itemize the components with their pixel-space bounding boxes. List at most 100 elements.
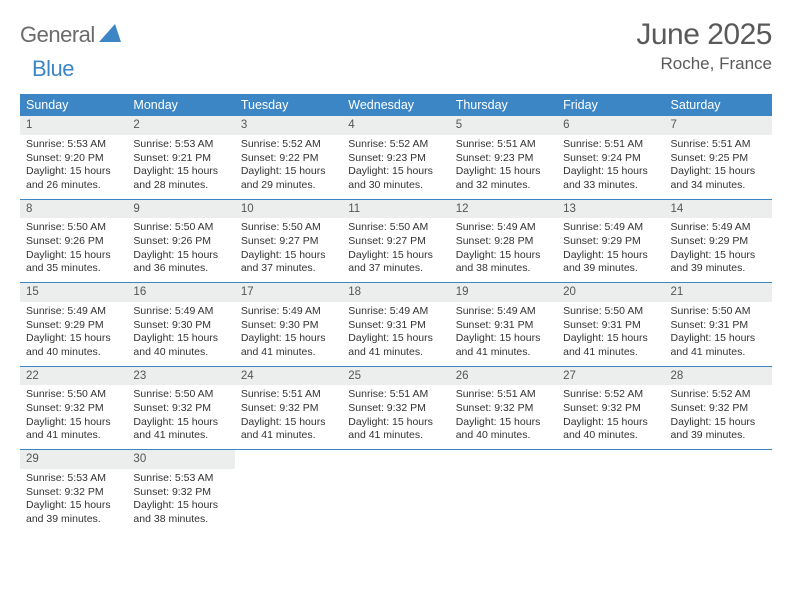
day-info-line: Daylight: 15 hours (241, 165, 336, 179)
day-info-line: Sunrise: 5:50 AM (671, 305, 766, 319)
day-info-line: Sunset: 9:31 PM (671, 319, 766, 333)
day-info-line: and 38 minutes. (456, 262, 551, 276)
calendar-day-cell: 20Sunrise: 5:50 AMSunset: 9:31 PMDayligh… (557, 283, 664, 367)
day-header: Sunday (20, 94, 127, 116)
day-info-line: Sunrise: 5:52 AM (348, 138, 443, 152)
day-info-line: Sunset: 9:29 PM (563, 235, 658, 249)
day-info-line: Sunrise: 5:50 AM (563, 305, 658, 319)
day-header: Saturday (665, 94, 772, 116)
day-info: Sunrise: 5:49 AMSunset: 9:30 PMDaylight:… (127, 302, 234, 366)
day-info-line: Sunset: 9:25 PM (671, 152, 766, 166)
day-info-line: Sunrise: 5:51 AM (241, 388, 336, 402)
day-info-line: Sunset: 9:20 PM (26, 152, 121, 166)
day-info-line: Sunset: 9:32 PM (456, 402, 551, 416)
day-info-line: Sunrise: 5:49 AM (671, 221, 766, 235)
day-info-line: and 41 minutes. (26, 429, 121, 443)
calendar-day-cell: 26Sunrise: 5:51 AMSunset: 9:32 PMDayligh… (450, 366, 557, 450)
day-info: Sunrise: 5:51 AMSunset: 9:32 PMDaylight:… (450, 385, 557, 449)
day-info-line: Sunset: 9:31 PM (348, 319, 443, 333)
calendar-week-row: 1Sunrise: 5:53 AMSunset: 9:20 PMDaylight… (20, 116, 772, 199)
day-info-line: and 34 minutes. (671, 179, 766, 193)
day-number: 28 (665, 367, 772, 386)
day-number: 26 (450, 367, 557, 386)
day-number: 5 (450, 116, 557, 135)
day-number: 23 (127, 367, 234, 386)
day-info-line: Daylight: 15 hours (133, 499, 228, 513)
day-info-line: and 41 minutes. (348, 429, 443, 443)
day-info-line: and 39 minutes. (671, 429, 766, 443)
day-info-line: Daylight: 15 hours (348, 416, 443, 430)
logo: General (20, 18, 125, 48)
day-number: 18 (342, 283, 449, 302)
day-info-line: Sunrise: 5:51 AM (671, 138, 766, 152)
day-info: Sunrise: 5:49 AMSunset: 9:29 PMDaylight:… (20, 302, 127, 366)
day-info-line: and 36 minutes. (133, 262, 228, 276)
day-info-line: Daylight: 15 hours (563, 332, 658, 346)
day-header: Tuesday (235, 94, 342, 116)
day-info-line: Daylight: 15 hours (563, 249, 658, 263)
calendar-day-cell: 14Sunrise: 5:49 AMSunset: 9:29 PMDayligh… (665, 199, 772, 283)
day-info-line: Daylight: 15 hours (133, 249, 228, 263)
calendar-table: Sunday Monday Tuesday Wednesday Thursday… (20, 94, 772, 533)
day-info-line: and 32 minutes. (456, 179, 551, 193)
day-info-line: and 41 minutes. (671, 346, 766, 360)
location-label: Roche, France (636, 54, 772, 74)
day-number: 21 (665, 283, 772, 302)
logo-text-2: Blue (20, 56, 74, 81)
day-info-line: Daylight: 15 hours (456, 332, 551, 346)
calendar-week-row: 15Sunrise: 5:49 AMSunset: 9:29 PMDayligh… (20, 283, 772, 367)
day-info-line: Sunset: 9:31 PM (456, 319, 551, 333)
day-info: Sunrise: 5:53 AMSunset: 9:20 PMDaylight:… (20, 135, 127, 199)
day-info-line: Sunset: 9:30 PM (133, 319, 228, 333)
day-info-line: Sunrise: 5:51 AM (456, 388, 551, 402)
day-number: 22 (20, 367, 127, 386)
day-info-line: Daylight: 15 hours (241, 332, 336, 346)
day-info-line: Sunset: 9:32 PM (26, 402, 121, 416)
day-info: Sunrise: 5:53 AMSunset: 9:21 PMDaylight:… (127, 135, 234, 199)
day-info-line: and 40 minutes. (133, 346, 228, 360)
calendar-week-row: 22Sunrise: 5:50 AMSunset: 9:32 PMDayligh… (20, 366, 772, 450)
day-number: 6 (557, 116, 664, 135)
day-info-line: Daylight: 15 hours (671, 165, 766, 179)
calendar-day-cell: 6Sunrise: 5:51 AMSunset: 9:24 PMDaylight… (557, 116, 664, 199)
calendar-day-cell: 29Sunrise: 5:53 AMSunset: 9:32 PMDayligh… (20, 450, 127, 533)
day-number: 12 (450, 200, 557, 219)
day-number: 19 (450, 283, 557, 302)
day-info-line: Sunrise: 5:51 AM (348, 388, 443, 402)
day-info-line: and 28 minutes. (133, 179, 228, 193)
day-info: Sunrise: 5:50 AMSunset: 9:26 PMDaylight:… (127, 218, 234, 282)
day-info-line: Daylight: 15 hours (26, 416, 121, 430)
calendar-day-cell: 8Sunrise: 5:50 AMSunset: 9:26 PMDaylight… (20, 199, 127, 283)
day-header: Monday (127, 94, 234, 116)
day-info-line: Sunset: 9:21 PM (133, 152, 228, 166)
day-info-line: Sunrise: 5:52 AM (671, 388, 766, 402)
day-info-line: Sunset: 9:32 PM (133, 486, 228, 500)
day-info-line: Sunset: 9:24 PM (563, 152, 658, 166)
calendar-day-cell: 24Sunrise: 5:51 AMSunset: 9:32 PMDayligh… (235, 366, 342, 450)
day-info-line: Daylight: 15 hours (456, 165, 551, 179)
day-number: 10 (235, 200, 342, 219)
day-info-line: and 41 minutes. (456, 346, 551, 360)
day-info-line: Sunset: 9:32 PM (26, 486, 121, 500)
day-info-line: Sunset: 9:29 PM (26, 319, 121, 333)
day-info-line: Sunrise: 5:50 AM (133, 221, 228, 235)
day-number: 7 (665, 116, 772, 135)
day-info-line: and 41 minutes. (241, 429, 336, 443)
day-info-line: Daylight: 15 hours (133, 165, 228, 179)
day-info-line: Sunrise: 5:49 AM (456, 305, 551, 319)
day-number: 25 (342, 367, 449, 386)
day-info: Sunrise: 5:52 AMSunset: 9:22 PMDaylight:… (235, 135, 342, 199)
calendar-day-cell: 30Sunrise: 5:53 AMSunset: 9:32 PMDayligh… (127, 450, 234, 533)
day-header: Thursday (450, 94, 557, 116)
day-info-line: Sunrise: 5:50 AM (241, 221, 336, 235)
day-info: Sunrise: 5:49 AMSunset: 9:31 PMDaylight:… (342, 302, 449, 366)
day-info: Sunrise: 5:53 AMSunset: 9:32 PMDaylight:… (127, 469, 234, 533)
calendar-day-cell: 23Sunrise: 5:50 AMSunset: 9:32 PMDayligh… (127, 366, 234, 450)
day-info-line: and 39 minutes. (26, 513, 121, 527)
day-info: Sunrise: 5:49 AMSunset: 9:31 PMDaylight:… (450, 302, 557, 366)
day-info: Sunrise: 5:50 AMSunset: 9:32 PMDaylight:… (127, 385, 234, 449)
day-info-line: and 29 minutes. (241, 179, 336, 193)
day-info: Sunrise: 5:50 AMSunset: 9:31 PMDaylight:… (557, 302, 664, 366)
day-info: Sunrise: 5:53 AMSunset: 9:32 PMDaylight:… (20, 469, 127, 533)
calendar-day-cell: 13Sunrise: 5:49 AMSunset: 9:29 PMDayligh… (557, 199, 664, 283)
